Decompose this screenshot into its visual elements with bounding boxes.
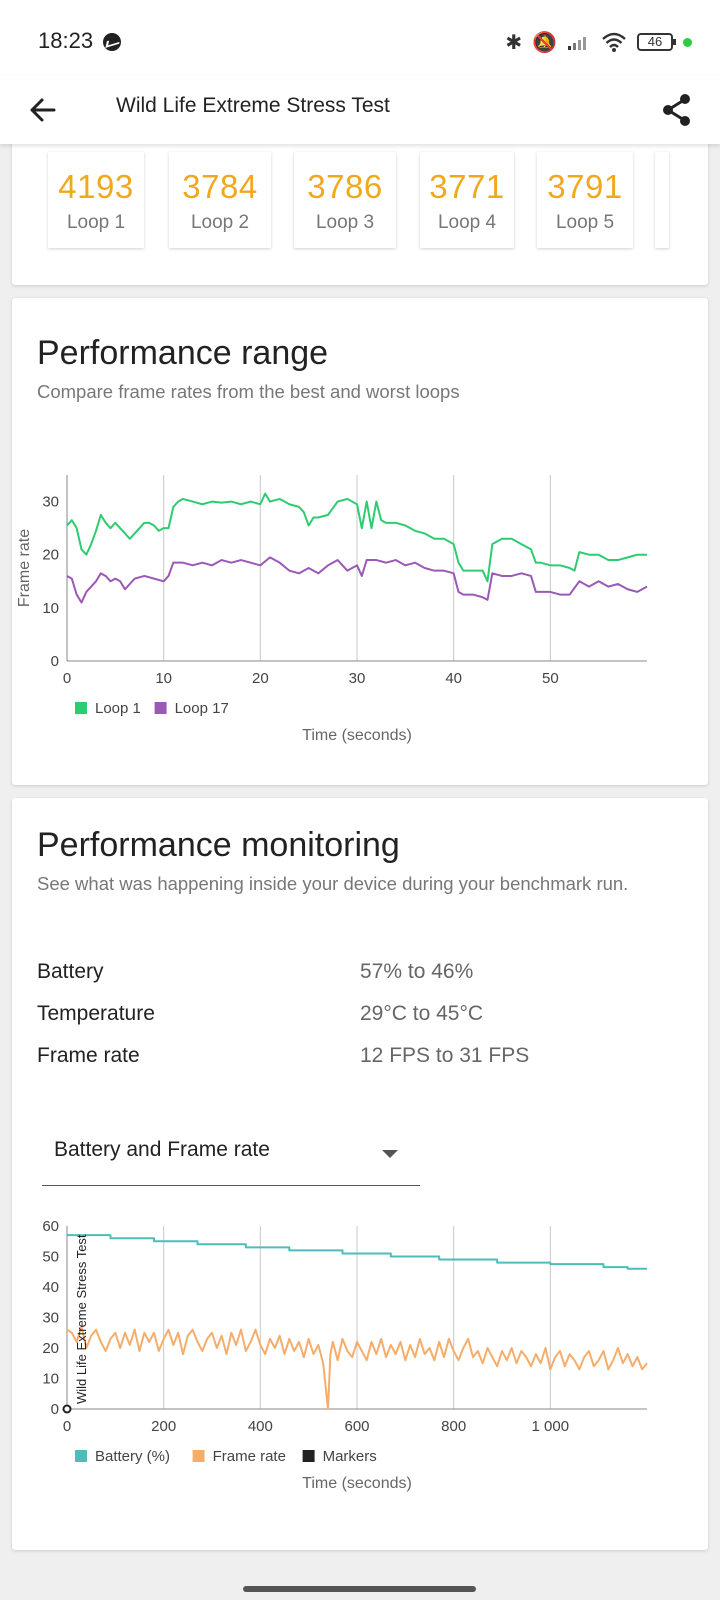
legend-label: Battery (%): [95, 1448, 170, 1465]
x-tick-label: 1 000: [532, 1418, 570, 1435]
y-tick-label: 20: [42, 547, 59, 564]
series-line-loop-17: [66, 556, 648, 604]
performance-range-subtitle: Compare frame rates from the best and wo…: [37, 381, 460, 402]
legend-label: Frame rate: [213, 1448, 286, 1465]
loop-label: Loop 2: [190, 212, 250, 233]
y-tick-label: 50: [42, 1249, 59, 1266]
loop-score: 3784: [182, 168, 258, 205]
metric-value-temperature: 29°C to 45°C: [360, 1002, 484, 1025]
x-tick-label: 800: [441, 1418, 466, 1435]
metric-label-frame-rate: Frame rate: [37, 1044, 140, 1067]
y-tick-label: 0: [51, 653, 59, 670]
metric-label-temperature: Temperature: [37, 1002, 155, 1025]
x-tick-label: 20: [252, 670, 269, 687]
y-tick-label: 30: [42, 494, 59, 511]
share-icon[interactable]: [656, 90, 696, 130]
y-tick-label: 10: [42, 600, 59, 617]
dropdown-value: Battery and Frame rate: [54, 1138, 270, 1161]
y-axis-label: Frame rate: [16, 529, 33, 607]
app-title: Wild Life Extreme Stress Test: [116, 94, 390, 117]
chart-type-dropdown[interactable]: Battery and Frame rate: [42, 1116, 420, 1186]
loop-score: 3791: [547, 168, 623, 205]
series-line-battery: [67, 1234, 647, 1270]
x-tick-label: 400: [248, 1418, 273, 1435]
metric-label-battery: Battery: [37, 960, 104, 983]
metric-value-frame-rate: 12 FPS to 31 FPS: [360, 1044, 530, 1067]
loop-score-box-partial[interactable]: [655, 152, 669, 248]
loop-score-box[interactable]: 3791 Loop 5: [537, 152, 633, 248]
legend-swatch: [154, 702, 167, 714]
loop-score-box[interactable]: 4193 Loop 1: [48, 152, 144, 248]
app-bar: Wild Life Extreme Stress Test: [0, 76, 720, 144]
x-tick-label: 200: [151, 1418, 176, 1435]
marker-point: [62, 1404, 72, 1414]
x-tick-label: 0: [63, 1418, 71, 1435]
performance-monitoring-card: Performance monitoring See what was happ…: [12, 798, 708, 1550]
performance-range-chart: 0 10 20 30 40 50 0 10 20 30 Frame rate Loop 1 Loop 1…: [16, 475, 648, 744]
y-tick-label: 40: [42, 1279, 59, 1296]
loop-scores-card: 4193 Loop 1 3784 Loop 2 3786 Loop 3 3771…: [12, 130, 708, 285]
legend-swatch: [75, 702, 87, 714]
x-tick-label: 30: [349, 670, 366, 687]
x-tick-label: 600: [344, 1418, 369, 1435]
battery-icon: 46: [637, 33, 676, 51]
performance-range-card: Performance range Compare frame rates fr…: [12, 298, 708, 785]
loop-label: Loop 5: [555, 212, 615, 233]
legend-swatch: [192, 1450, 205, 1462]
loop-score-box[interactable]: 3784 Loop 2: [169, 152, 271, 248]
status-icons: ✱ 🔕 46: [505, 28, 692, 56]
loop-score: 3786: [307, 168, 383, 205]
legend-label: Loop 17: [175, 700, 229, 717]
loop-label: Loop 1: [66, 212, 126, 233]
messenger-icon: [103, 33, 121, 51]
metric-value-battery: 57% to 46%: [360, 960, 474, 983]
home-indicator[interactable]: [243, 1586, 476, 1592]
loop-score-box[interactable]: 3786 Loop 3: [294, 152, 396, 248]
status-bar: 18:23 ✱ 🔕 46: [0, 0, 720, 76]
performance-monitoring-chart: 0 200 400 600 800 1 000 0 10 20 30 40 50 60 Wild Life…: [42, 1218, 648, 1492]
status-time: 18:23: [38, 28, 94, 53]
x-tick-label: 10: [155, 670, 172, 687]
dropdown-arrow-icon: [382, 1150, 398, 1158]
bluetooth-icon: ✱: [505, 31, 523, 54]
marker-annotation-label: Wild Life Extreme Stress Test: [74, 1234, 89, 1404]
legend-label: Loop 1: [95, 700, 141, 717]
loop-label: Loop 4: [437, 212, 497, 233]
performance-range-title: Performance range: [37, 334, 329, 372]
series-line-loop-1: [66, 492, 647, 583]
back-arrow-icon[interactable]: [24, 90, 64, 130]
signal-icon: [568, 37, 586, 50]
loop-score: 3771: [429, 168, 505, 205]
performance-monitoring-title: Performance monitoring: [37, 826, 400, 864]
performance-monitoring-subtitle: See what was happening inside your devic…: [37, 873, 629, 894]
mute-icon: 🔕: [532, 31, 557, 54]
loop-score-box[interactable]: 3771 Loop 4: [420, 152, 514, 248]
x-axis-label: Time (seconds): [302, 727, 412, 744]
legend-label: Markers: [323, 1448, 377, 1465]
y-tick-label: 30: [42, 1310, 59, 1327]
y-tick-label: 0: [51, 1401, 59, 1418]
x-tick-label: 40: [445, 670, 462, 687]
x-tick-label: 0: [63, 670, 71, 687]
y-tick-label: 60: [42, 1218, 59, 1235]
loop-label: Loop 3: [315, 212, 375, 233]
x-axis-label: Time (seconds): [302, 1475, 412, 1492]
legend-swatch: [302, 1450, 315, 1462]
x-tick-label: 50: [542, 670, 559, 687]
series-line-frame-rate: [66, 1325, 648, 1410]
y-tick-label: 10: [42, 1371, 59, 1388]
y-tick-label: 20: [42, 1340, 59, 1357]
privacy-indicator-dot: [683, 37, 692, 47]
legend-swatch: [75, 1450, 87, 1462]
wifi-icon: [602, 32, 626, 52]
loop-score: 4193: [58, 168, 134, 205]
